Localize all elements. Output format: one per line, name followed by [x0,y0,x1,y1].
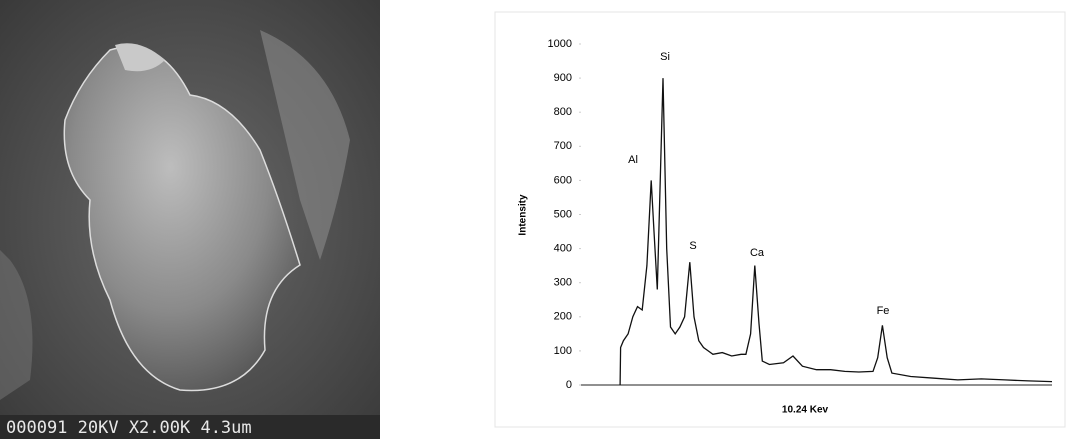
y-tick-label: 100 [554,345,572,357]
y-tick-label: 400 [554,243,572,255]
peak-label: Si [660,51,670,63]
micrograph-caption: 000091 20KV X2.00K 4.3um [6,418,252,438]
peak-label: Fe [877,305,890,317]
figure: 000091 20KV X2.00K 4.3um Intensity 10.24… [0,0,1068,439]
y-tick-label: 0 [566,379,572,391]
y-tick-label: 600 [554,174,572,186]
y-tick-label: 200 [554,311,572,323]
peak-label: S [689,240,696,252]
peak-label: Ca [750,247,765,259]
x-axis-label: 10.24 Kev [782,405,829,416]
chart-frame [495,12,1065,427]
y-tick-label: 1000 [548,38,572,50]
y-tick-label: 900 [554,72,572,84]
y-tick-label: 800 [554,106,572,118]
y-tick-label: 500 [554,208,572,220]
y-tick-label: 700 [554,140,572,152]
y-axis-label: Intensity [518,194,529,236]
peak-label: Al [628,154,638,166]
y-tick-label: 300 [554,277,572,289]
sem-image: 000091 20KV X2.00K 4.3um [0,0,380,439]
page: 000091 20KV X2.00K 4.3um Intensity 10.24… [0,0,1068,444]
